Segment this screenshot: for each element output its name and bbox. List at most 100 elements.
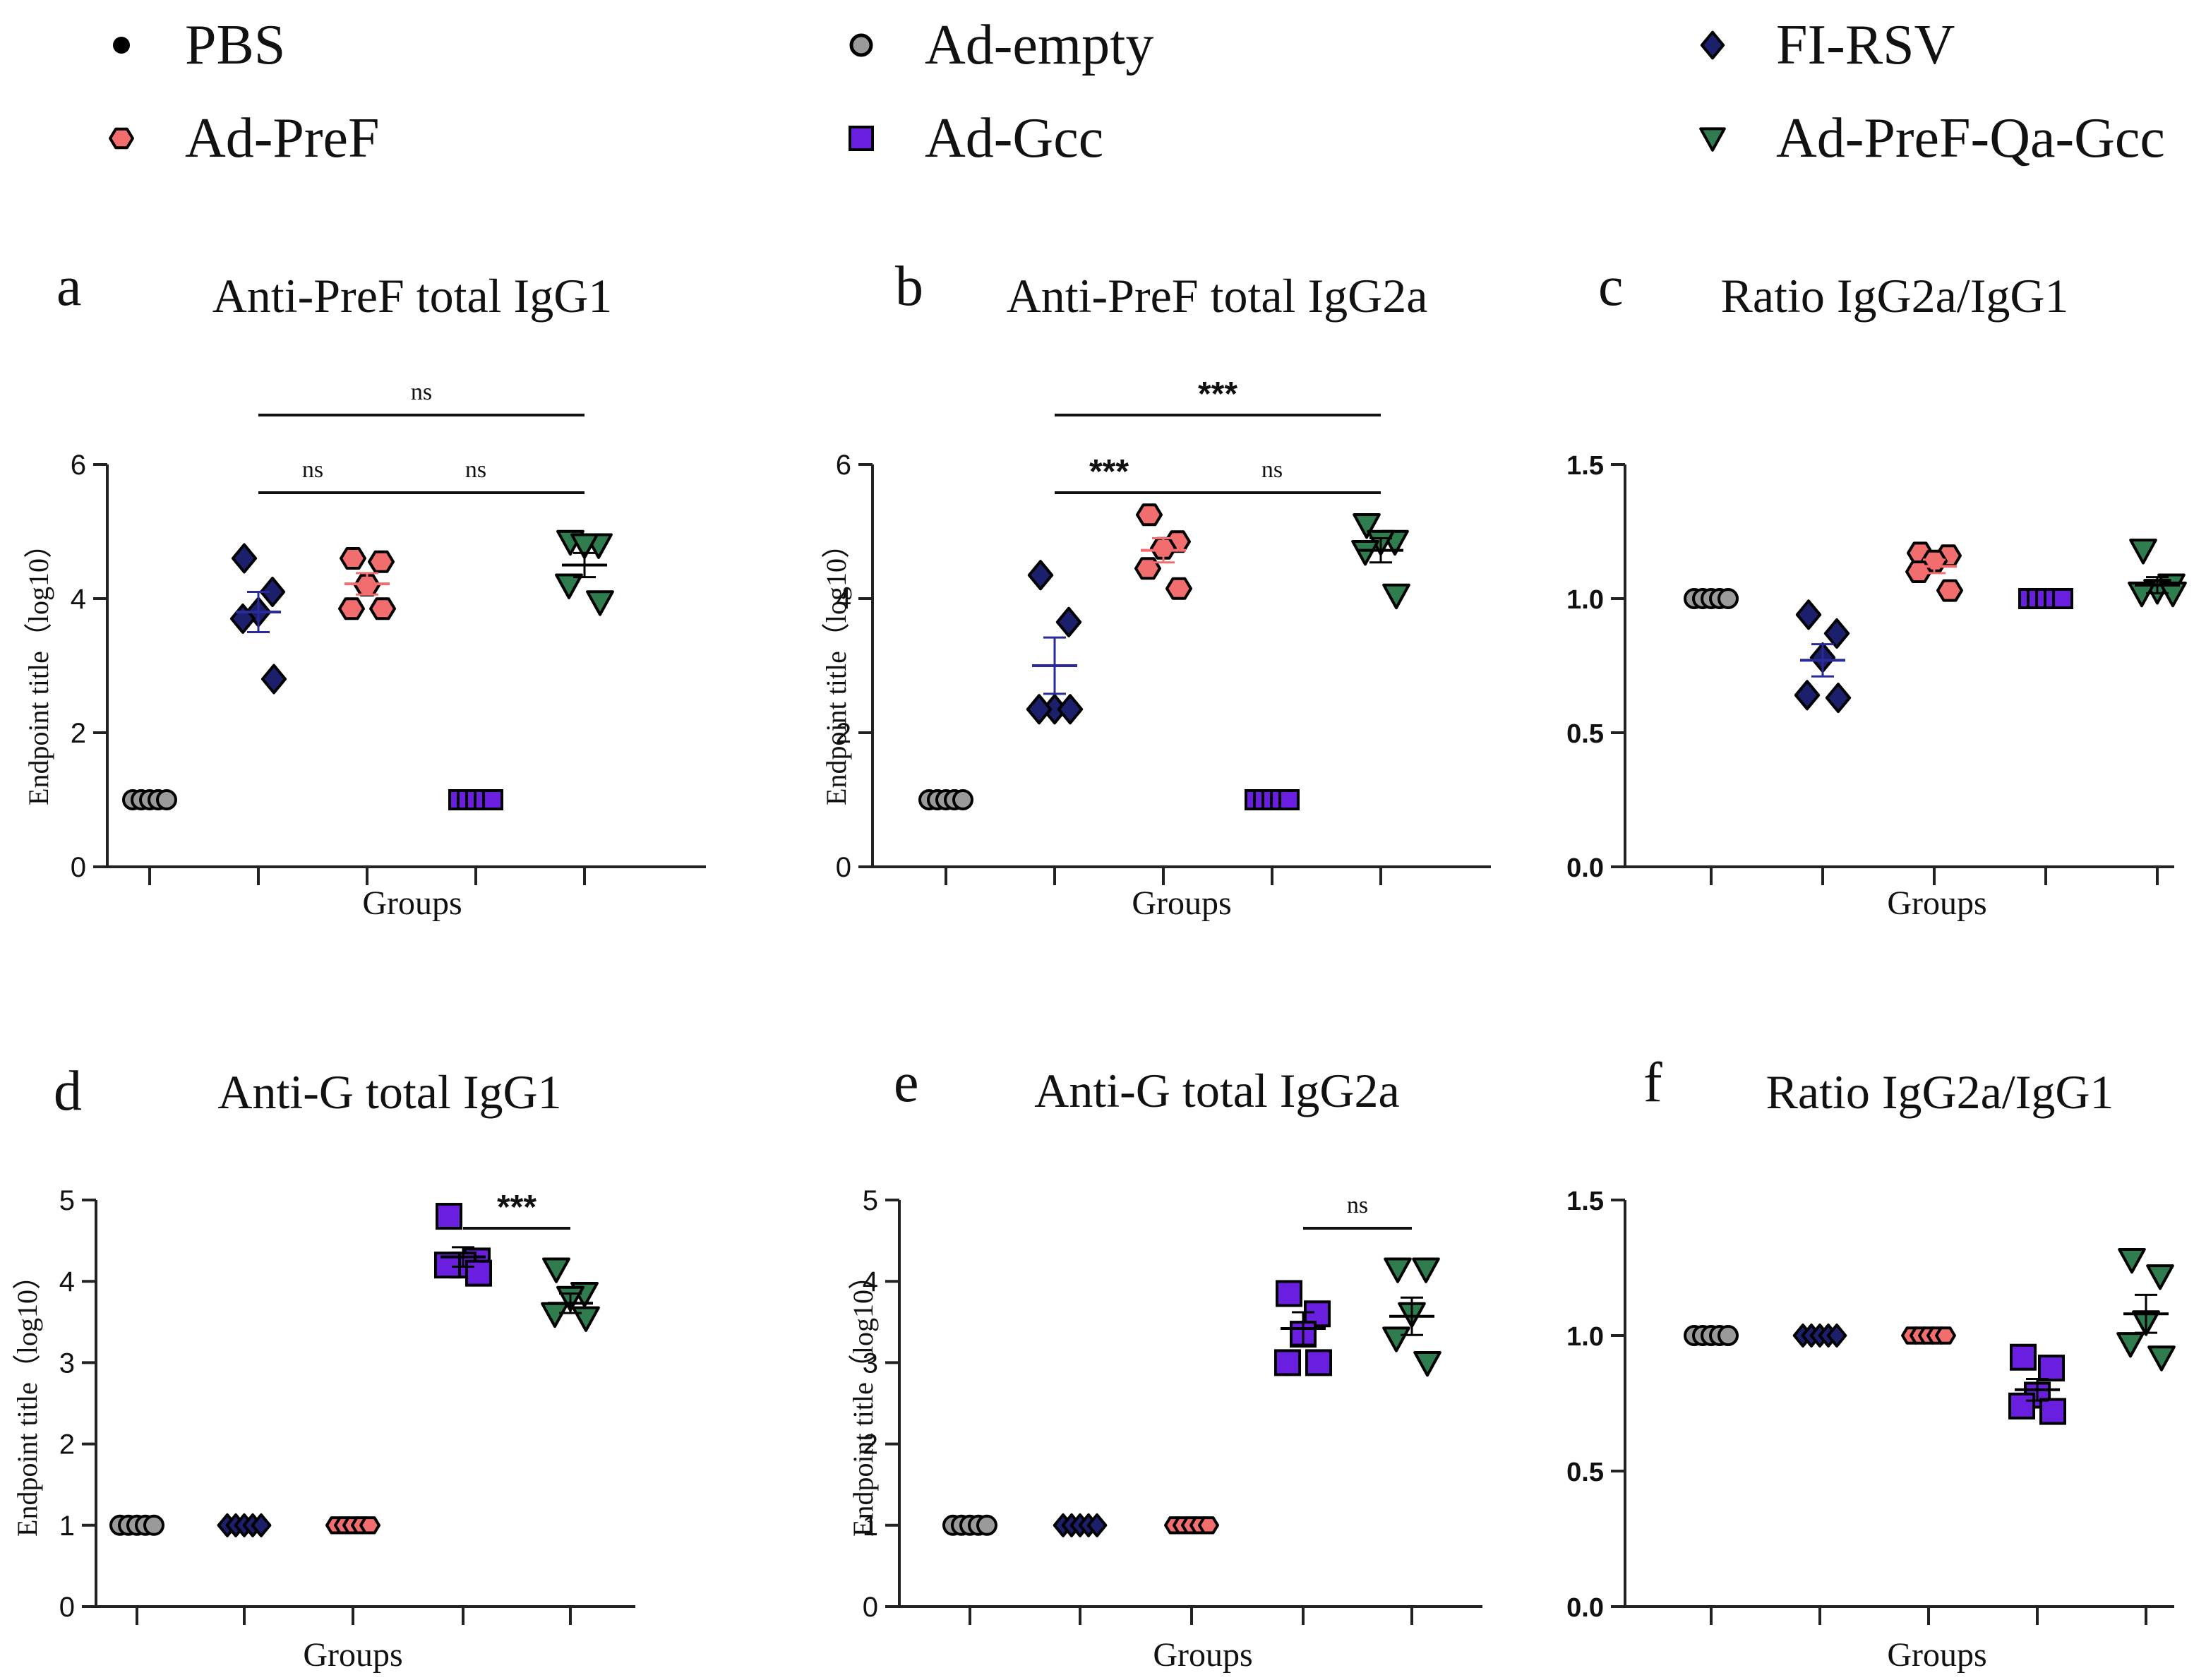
legend-marker xyxy=(849,33,873,57)
data-point xyxy=(338,597,365,620)
series-ad-pref xyxy=(1164,1516,1219,1535)
data-point xyxy=(1412,1257,1440,1283)
series-ad-gcc xyxy=(448,789,503,810)
significance-bracket: *** xyxy=(1055,376,1381,416)
data-point xyxy=(143,1514,164,1536)
y-tick-label: 0 xyxy=(863,1592,878,1623)
legend-marker xyxy=(849,126,874,151)
x-axis-label: Groups xyxy=(303,1636,402,1674)
significance-label: ns xyxy=(1261,457,1283,483)
panel-letter-d: d xyxy=(54,1060,82,1122)
series-ad-pref xyxy=(1901,1326,1956,1345)
plot-area: 0 2 4 6 ns ns ns xyxy=(71,379,706,885)
data-point xyxy=(2146,1264,2174,1290)
y-tick-label: 6 xyxy=(71,450,86,481)
data-point xyxy=(436,1203,462,1230)
data-point xyxy=(369,597,396,620)
significance-bracket: *** xyxy=(1055,453,1163,494)
significance-label: ns xyxy=(465,457,486,483)
data-point xyxy=(1382,1326,1410,1352)
significance-label: *** xyxy=(1089,453,1129,491)
y-tick-label: 0 xyxy=(59,1592,75,1623)
panel-b: b Anti-PreF total IgG2a Groups Endpoint … xyxy=(820,256,1491,922)
y-tick-label: 3 xyxy=(863,1348,878,1379)
y-tick-label: 4 xyxy=(863,1266,878,1297)
data-point xyxy=(2052,588,2073,609)
panel-d: d Anti-G total IgG1 Groups Endpoint titl… xyxy=(11,1060,635,1674)
significance-label: *** xyxy=(497,1189,536,1226)
significance-bracket: ns xyxy=(367,457,585,494)
panel-title: Anti-PreF total IgG2a xyxy=(1007,269,1428,323)
significance-label: *** xyxy=(1198,376,1237,413)
panel-letter-e: e xyxy=(894,1052,919,1114)
data-point xyxy=(1086,1513,1108,1537)
y-tick-label: 0 xyxy=(71,852,86,883)
y-tick-label: 0.0 xyxy=(1566,1593,1604,1623)
series-ad-empty xyxy=(109,1514,164,1536)
data-point xyxy=(2039,1398,2066,1425)
legend-label: Ad-empty xyxy=(925,14,1153,76)
data-point xyxy=(1055,606,1082,637)
y-tick-label: 0.5 xyxy=(1566,719,1604,749)
data-point xyxy=(2129,539,2157,565)
significance-label: ns xyxy=(302,457,323,483)
data-point xyxy=(259,577,286,607)
y-tick-label: 5 xyxy=(59,1185,75,1216)
data-point xyxy=(1905,560,1932,583)
data-point xyxy=(1278,789,1300,810)
data-point xyxy=(1027,560,1054,591)
y-tick-label: 2 xyxy=(836,718,851,749)
plot-area: 0.0 0.5 1.0 1.5 xyxy=(1566,451,2187,885)
data-point xyxy=(465,1259,492,1287)
legend-marker xyxy=(1700,30,1725,60)
series-ad-gcc xyxy=(2018,588,2073,609)
data-point xyxy=(1826,1324,1847,1348)
y-tick-label: 0.0 xyxy=(1566,853,1604,883)
legend-item: Ad-PreF xyxy=(109,107,380,169)
legend-label: FI-RSV xyxy=(1776,14,1955,76)
y-tick-label: 6 xyxy=(836,450,851,481)
legend-marker xyxy=(1699,127,1726,152)
data-point xyxy=(359,1516,380,1535)
panel-letter-c: c xyxy=(1598,256,1624,318)
series-ad-pref xyxy=(1905,541,1963,602)
y-tick-label: 2 xyxy=(71,718,86,749)
data-point xyxy=(2038,1355,2065,1382)
data-point xyxy=(572,1306,600,1332)
legend-label: Ad-PreF xyxy=(185,107,380,169)
data-point xyxy=(368,550,395,573)
legend-item: Ad-empty xyxy=(849,14,1153,76)
y-tick-label: 0 xyxy=(836,852,851,883)
series-ad-gcc xyxy=(1245,789,1300,810)
series-ad-pref-qa-gcc xyxy=(2128,539,2187,608)
series-ad-empty xyxy=(918,789,973,810)
y-tick-label: 4 xyxy=(71,584,86,615)
plot-area: 0.0 0.5 1.0 1.5 xyxy=(1566,1187,2176,1625)
series-fi-rsv xyxy=(1053,1513,1108,1537)
panel-title: Ratio IgG2a/IgG1 xyxy=(1721,269,2069,323)
series-ad-empty xyxy=(1684,588,1739,609)
y-tick-label: 1.0 xyxy=(1566,585,1604,615)
x-axis-label: Groups xyxy=(362,884,462,922)
data-point xyxy=(952,789,973,810)
significance-bracket: ns xyxy=(1163,457,1381,494)
series-fi-rsv xyxy=(1026,560,1084,725)
series-ad-empty xyxy=(942,1514,997,1536)
data-point xyxy=(2010,1343,2037,1371)
series-ad-gcc xyxy=(1274,1280,1332,1376)
data-point xyxy=(340,547,366,570)
significance-label: ns xyxy=(411,379,432,405)
y-tick-label: 2 xyxy=(59,1429,75,1460)
legend-label: Ad-PreF-Qa-Gcc xyxy=(1776,107,2165,169)
y-tick-label: 1 xyxy=(59,1511,75,1542)
y-tick-label: 4 xyxy=(59,1266,75,1297)
data-point xyxy=(2128,581,2156,608)
y-tick-label: 1 xyxy=(863,1511,878,1542)
series-fi-rsv xyxy=(217,1513,272,1537)
x-axis-label: Groups xyxy=(1153,1636,1252,1674)
data-point xyxy=(156,789,177,810)
x-axis-label: Groups xyxy=(1887,884,1986,922)
data-point xyxy=(251,1513,272,1537)
legend-item: FI-RSV xyxy=(1700,14,1955,76)
